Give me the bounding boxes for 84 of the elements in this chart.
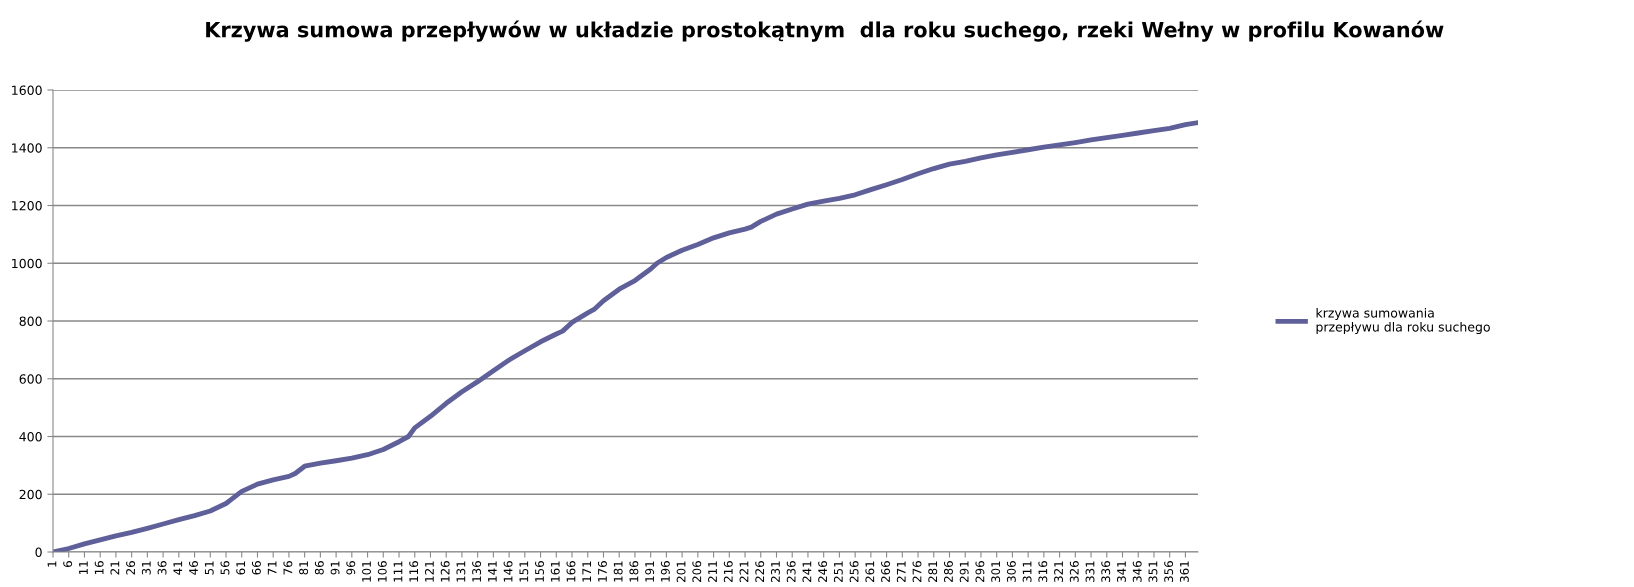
x-tick-label: 246 [818, 561, 828, 582]
x-tick-label: 271 [896, 561, 906, 582]
x-tick-label: 331 [1085, 561, 1095, 582]
x-tick-label: 91 [330, 561, 340, 575]
x-tick-label: 226 [755, 561, 765, 582]
x-tick-label: 221 [739, 561, 749, 582]
x-tick-label: 206 [692, 561, 702, 582]
x-tick-label: 231 [770, 561, 780, 582]
x-tick-label: 76 [283, 561, 293, 575]
x-tick-label: 21 [110, 561, 120, 575]
x-tick-label: 361 [1179, 561, 1189, 582]
x-tick-label: 36 [157, 561, 167, 575]
x-tick-label: 186 [629, 561, 639, 582]
x-tick-label: 61 [236, 561, 246, 575]
x-tick-label: 101 [362, 561, 371, 582]
x-tick-label: 26 [126, 561, 136, 575]
x-tick-label: 106 [377, 561, 387, 582]
x-tick-label: 1 [47, 561, 57, 567]
x-tick-label: 81 [299, 561, 309, 575]
x-tick-label: 6 [63, 561, 73, 568]
y-tick-label: 1400 [12, 143, 42, 153]
x-tick-label: 166 [566, 561, 576, 582]
x-tick-label: 286 [943, 561, 953, 582]
x-tick-label: 131 [456, 561, 466, 582]
x-tick-label: 276 [912, 561, 922, 582]
x-tick-label: 321 [1054, 561, 1064, 582]
x-tick-label: 326 [1069, 561, 1079, 582]
x-tick-label: 86 [314, 561, 324, 575]
x-tick-label: 261 [865, 561, 875, 582]
x-tick-label: 151 [519, 561, 529, 582]
y-tick-label: 1600 [12, 85, 42, 95]
x-tick-label: 136 [472, 561, 482, 582]
legend-label: krzywa sumowania przepływu dla roku suchego [1316, 307, 1490, 335]
x-tick-label: 356 [1164, 561, 1174, 582]
x-tick-label: 121 [424, 561, 434, 582]
x-tick-label: 281 [928, 561, 938, 582]
x-tick-label: 111 [393, 561, 403, 582]
x-tick-label: 291 [959, 561, 969, 582]
x-tick-label: 311 [1022, 561, 1032, 582]
x-tick-label: 156 [535, 561, 544, 582]
x-tick-label: 66 [251, 561, 261, 575]
y-tick-label: 800 [19, 316, 42, 326]
x-tick-label: 251 [833, 561, 843, 582]
y-tick-label: 0 [35, 547, 42, 557]
x-tick-label: 71 [267, 561, 277, 575]
x-tick-label: 266 [881, 561, 891, 582]
x-tick-label: 116 [409, 561, 419, 582]
x-tick-label: 176 [597, 561, 607, 582]
x-tick-label: 216 [723, 561, 733, 582]
x-tick-label: 16 [94, 561, 104, 575]
x-tick-label: 346 [1132, 561, 1142, 582]
x-tick-label: 181 [613, 561, 623, 582]
x-tick-label: 341 [1117, 561, 1126, 582]
x-tick-label: 171 [582, 561, 592, 582]
x-tick-label: 196 [660, 561, 670, 582]
y-tick-label: 1000 [12, 258, 42, 269]
x-tick-label: 241 [802, 561, 812, 582]
x-tick-label: 141 [488, 561, 497, 582]
x-tick-label: 211 [708, 561, 717, 582]
x-tick-label: 41 [173, 561, 183, 575]
x-tick-label: 11 [79, 561, 88, 575]
y-tick-label: 600 [19, 374, 42, 384]
x-tick-label: 301 [991, 561, 1001, 582]
x-tick-label: 31 [141, 561, 151, 575]
y-tick-label: 400 [19, 431, 42, 442]
x-tick-label: 296 [975, 561, 985, 582]
x-tick-label: 316 [1038, 561, 1048, 582]
x-tick-label: 46 [189, 561, 198, 575]
x-tick-label: 126 [440, 561, 450, 582]
x-tick-label: 336 [1101, 561, 1111, 582]
y-tick-label: 1200 [12, 200, 42, 211]
x-tick-label: 51 [204, 561, 214, 575]
y-tick-label: 200 [19, 489, 42, 500]
x-tick-label: 256 [849, 561, 859, 582]
x-tick-label: 236 [786, 561, 796, 582]
x-tick-label: 96 [346, 561, 356, 575]
x-tick-label: 306 [1006, 561, 1016, 582]
x-tick-label: 351 [1148, 561, 1158, 582]
x-tick-label: 56 [220, 561, 230, 575]
x-tick-label: 161 [550, 561, 560, 582]
x-tick-label: 146 [503, 561, 513, 582]
chart-title: Krzywa sumowa przepływów w układzie prostokątnym dla roku suchego, rzeki Wełny w profilu Kowanów [206, 20, 1444, 42]
x-tick-label: 201 [676, 561, 686, 582]
x-tick-label: 191 [645, 561, 655, 582]
